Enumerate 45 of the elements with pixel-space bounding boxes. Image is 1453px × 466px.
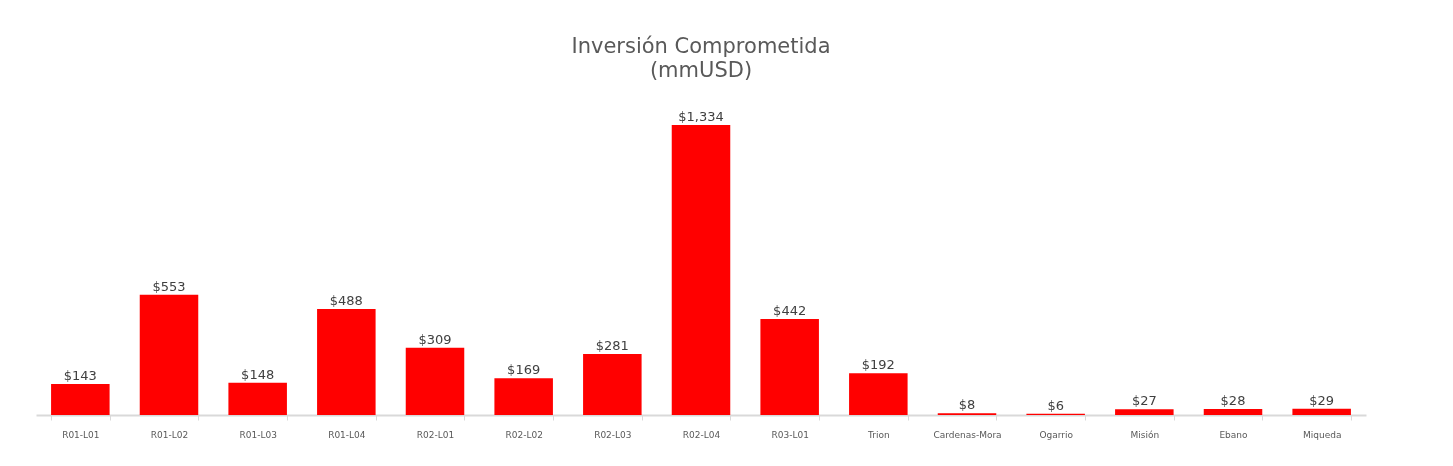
data-label: $309 [418, 331, 452, 347]
data-label: $169 [507, 362, 541, 378]
x-tick-label: Trion [867, 429, 890, 440]
x-tick-label: R02-L01 [416, 429, 455, 440]
bar [1115, 409, 1174, 415]
data-label: $1,334 [678, 109, 724, 124]
x-tick-label: R01-L03 [239, 429, 277, 440]
bar [1203, 408, 1263, 415]
x-tick-label: R01-L04 [328, 429, 366, 440]
x-tick-label: R01-L02 [150, 429, 189, 440]
x-tick-label: R02-L04 [682, 429, 721, 440]
bar [405, 347, 465, 415]
x-tick-label: Ebano [1219, 429, 1249, 440]
x-tick-label: Cardenas-Mora [933, 429, 1002, 440]
bar [760, 318, 819, 415]
data-label: $8 [958, 397, 976, 413]
data-label: $442 [773, 302, 807, 318]
chart-title: Inversión Comprometida [571, 34, 831, 58]
x-tick-label: Miqueda [1302, 429, 1342, 440]
data-label: $28 [1220, 392, 1246, 408]
data-label: $488 [329, 292, 363, 308]
data-label: $281 [595, 337, 629, 353]
bar [1292, 408, 1351, 415]
data-label: $29 [1309, 392, 1335, 408]
x-tick-label: R03-L01 [771, 429, 809, 440]
bar [51, 383, 110, 415]
bar [849, 373, 908, 415]
bar [139, 294, 199, 415]
bar [671, 125, 731, 415]
data-label: $27 [1131, 393, 1157, 409]
x-tick-label: R02-L03 [594, 429, 632, 440]
data-label: $148 [241, 366, 275, 382]
x-tick-label: Ogarrio [1039, 429, 1074, 440]
chart-subtitle: (mmUSD) [649, 58, 753, 82]
data-label: $553 [152, 278, 186, 294]
bar [228, 382, 287, 415]
x-tick-label: Misión [1130, 429, 1160, 440]
bar [583, 353, 642, 415]
bar [317, 308, 376, 415]
x-tick-label: R02-L02 [505, 429, 543, 440]
data-label: $6 [1047, 397, 1064, 413]
data-label: $192 [861, 357, 895, 373]
data-label: $143 [63, 367, 97, 383]
bar [494, 378, 553, 415]
x-tick-label: R01-L01 [62, 429, 100, 440]
